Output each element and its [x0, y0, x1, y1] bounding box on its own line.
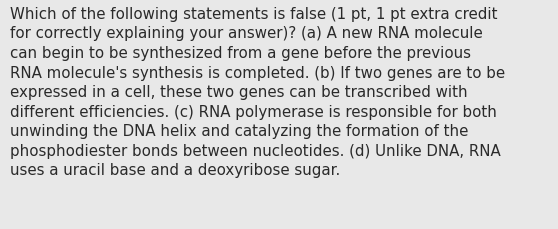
Text: Which of the following statements is false (1 pt, 1 pt extra credit
for correctl: Which of the following statements is fal…: [10, 7, 505, 178]
